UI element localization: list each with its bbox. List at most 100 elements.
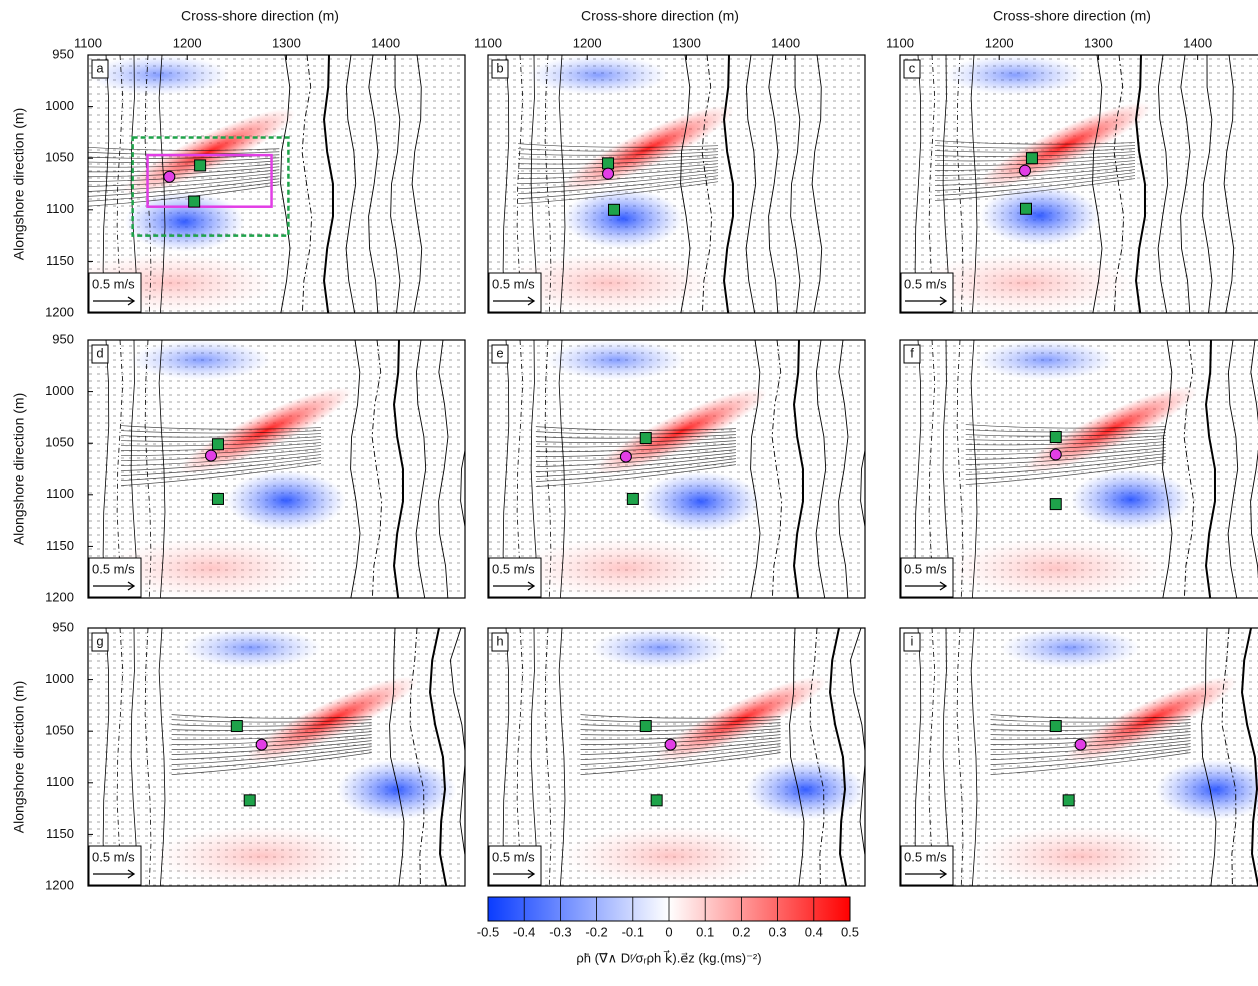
jet-vector <box>580 725 781 731</box>
square-marker <box>230 720 243 733</box>
colorbar-tick-label: 0.3 <box>769 924 787 939</box>
jet-vector <box>580 714 781 719</box>
vorticity-neg <box>545 340 686 380</box>
jet-vector <box>88 178 280 197</box>
jet-vector <box>171 714 372 719</box>
jet-vector <box>965 453 1166 470</box>
jet-vector <box>88 181 280 202</box>
depth-contour <box>768 55 779 313</box>
circle-marker <box>619 450 632 463</box>
vorticity-pos <box>515 538 736 598</box>
y-axis-title: Alongshore direction (m) <box>11 108 27 261</box>
y-tick-label: 1200 <box>45 304 74 319</box>
square-marker <box>650 794 663 807</box>
y-tick-label: 1000 <box>45 98 74 113</box>
panel-label: b <box>496 60 503 75</box>
depth-contour <box>771 340 783 598</box>
jet-vector <box>990 731 1191 741</box>
jet-vector <box>120 425 322 430</box>
scale-arrow <box>93 581 136 591</box>
depth-contour <box>371 340 383 598</box>
depth-contour <box>158 628 166 886</box>
jet-vector <box>934 145 1136 149</box>
y-tick-label: 1050 <box>45 150 74 165</box>
jet-vector <box>88 157 280 164</box>
jet-vector <box>171 722 372 727</box>
jet-vector <box>171 746 372 765</box>
jet-vector <box>535 431 736 435</box>
jet-vector <box>171 725 372 731</box>
depth-contour <box>750 340 761 598</box>
depth-contour <box>701 55 713 313</box>
scale-label: 0.5 m/s <box>904 849 947 864</box>
jet-vector <box>518 143 719 148</box>
colorbar-tick-label: -0.4 <box>513 924 535 939</box>
depth-contour <box>502 628 510 886</box>
jet-vector <box>934 175 1136 196</box>
jet-vector <box>88 175 280 192</box>
panel-label-box <box>491 59 509 79</box>
depth-contour <box>411 55 423 313</box>
depth-contour <box>1221 628 1237 886</box>
depth-contour <box>530 55 538 313</box>
y-tick-label: 1200 <box>45 589 74 604</box>
vorticity-pos <box>594 388 768 475</box>
depth-contour <box>829 628 848 886</box>
y-tick-label: 1200 <box>45 877 74 892</box>
depth-contour <box>1227 340 1239 598</box>
vorticity-neg <box>975 340 1116 380</box>
depth-contour <box>849 628 865 857</box>
scale-arrow <box>93 869 136 879</box>
depth-contour <box>1202 55 1213 313</box>
jet-vector <box>580 728 781 736</box>
jet-vector <box>121 460 322 481</box>
depth-contour <box>158 55 166 313</box>
scale-box <box>488 845 542 886</box>
field <box>900 340 1258 598</box>
depth-contour <box>558 340 566 598</box>
circle-marker <box>205 449 218 462</box>
y-tick-label: 1150 <box>46 826 74 841</box>
depth-contour <box>1113 55 1125 313</box>
vorticity-neg <box>980 185 1101 246</box>
jet-vector <box>171 719 372 723</box>
depth-contour <box>809 628 825 886</box>
vorticity-pos <box>915 253 1136 313</box>
jet-vector <box>518 148 719 152</box>
scale-arrow <box>493 296 536 306</box>
depth-contour <box>389 628 405 886</box>
panel-frame <box>487 54 866 314</box>
panel-label: h <box>496 633 503 648</box>
square-marker <box>211 438 224 451</box>
colorbar-tick-label: 0.4 <box>805 924 823 939</box>
jet-vector <box>580 746 781 765</box>
jet-vector <box>535 440 736 448</box>
colorbar-tick-label: 0.5 <box>841 924 859 939</box>
jet-vector <box>518 169 719 185</box>
colorbar-tick-label: 0.1 <box>696 924 714 939</box>
x-tick-label: 1200 <box>173 35 202 50</box>
square-marker <box>1062 794 1075 807</box>
scale-box <box>900 557 954 598</box>
jet-vector <box>580 743 781 760</box>
y-tick-label: 1100 <box>46 774 74 789</box>
scale-label: 0.5 m/s <box>492 561 535 576</box>
scale-arrow <box>905 581 948 591</box>
depth-contour <box>393 340 404 598</box>
depth-contour <box>350 340 361 598</box>
vorticity-pos <box>1064 676 1237 763</box>
y-tick-label: 1100 <box>46 486 74 501</box>
y-axis-title: Alongshore direction (m) <box>11 681 27 834</box>
field <box>488 340 865 598</box>
jet-vector <box>88 146 280 151</box>
y-tick-label: 1050 <box>45 723 74 738</box>
x-tick-label: 1100 <box>74 35 102 50</box>
vorticity-pos <box>654 676 827 763</box>
x-axis-title: Cross-shore direction (m) <box>181 8 339 24</box>
panel-label-box <box>491 344 509 364</box>
depth-contour <box>438 340 449 598</box>
scale-box <box>900 272 954 313</box>
depth-contour <box>158 340 166 598</box>
jet-vector <box>535 443 736 453</box>
depth-contour <box>530 340 538 598</box>
